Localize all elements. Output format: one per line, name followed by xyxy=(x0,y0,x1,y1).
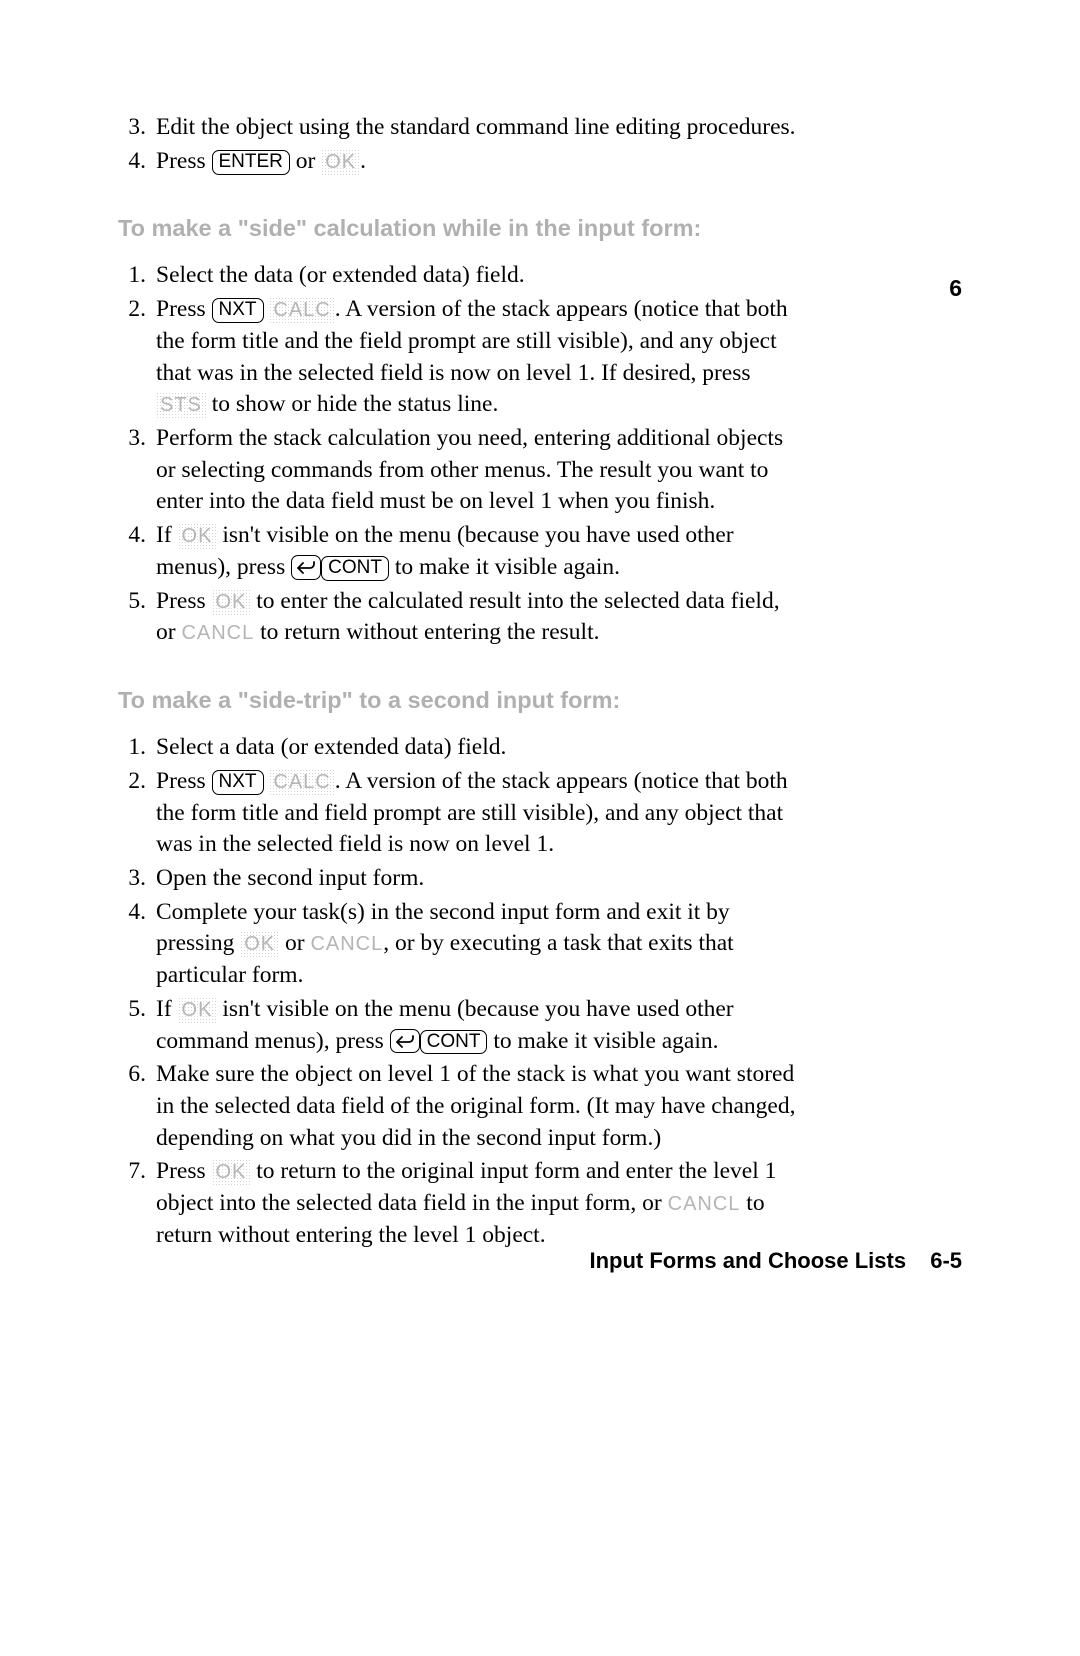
instruction-list-2: 1.Select a data (or extended data) field… xyxy=(118,732,962,1252)
list-item-body: Press NXT CALC. A version of the stack a… xyxy=(156,294,796,421)
list-item: 4.If OK isn't visible on the menu (becau… xyxy=(118,520,962,583)
list-item: 4.Press ENTER or OK. xyxy=(118,146,962,178)
chapter-number-margin: 6 xyxy=(949,275,962,302)
list-item-number: 5. xyxy=(118,994,156,1026)
list-item-number: 3. xyxy=(118,112,156,144)
softkey-ok: OK xyxy=(212,1159,251,1185)
enter-key: ENTER xyxy=(212,150,290,175)
softkey-ok: OK xyxy=(178,997,217,1023)
list-item-body: Select a data (or extended data) field. xyxy=(156,732,796,764)
list-item-body: Press NXT CALC. A version of the stack a… xyxy=(156,766,796,861)
list-item: 2.Press NXT CALC. A version of the stack… xyxy=(118,294,962,421)
list-item: 1.Select the data (or extended data) fie… xyxy=(118,260,962,292)
softkey-calc: CALC xyxy=(269,769,334,795)
footer-title: Input Forms and Choose Lists xyxy=(590,1248,907,1273)
list-item-number: 6. xyxy=(118,1059,156,1091)
list-item: 1.Select a data (or extended data) field… xyxy=(118,732,962,764)
list-item: 3.Open the second input form. xyxy=(118,863,962,895)
back-arrow-key-icon xyxy=(390,1029,420,1054)
section-heading: To make a "side" calculation while in th… xyxy=(118,215,962,242)
softkey-cancl: CANCL xyxy=(310,933,383,955)
list-item-body: Complete your task(s) in the second inpu… xyxy=(156,897,796,992)
list-item-number: 2. xyxy=(118,766,156,798)
back-arrow-key-icon xyxy=(291,555,321,580)
page-content: 6 3.Edit the object using the standard c… xyxy=(118,112,962,1242)
page-footer: Input Forms and Choose Lists 6-5 xyxy=(0,1248,1080,1274)
list-item-number: 4. xyxy=(118,146,156,178)
softkey-sts: STS xyxy=(156,392,206,418)
list-item-body: If OK isn't visible on the menu (because… xyxy=(156,994,796,1057)
softkey-calc: CALC xyxy=(269,297,334,323)
cont-key: CONT xyxy=(321,556,389,581)
list-item-body: If OK isn't visible on the menu (because… xyxy=(156,520,796,583)
list-item-body: Press ENTER or OK. xyxy=(156,146,796,178)
list-item-body: Press OK to enter the calculated result … xyxy=(156,586,796,649)
list-item: 3.Edit the object using the standard com… xyxy=(118,112,962,144)
softkey-ok: OK xyxy=(212,589,251,615)
list-item-body: Open the second input form. xyxy=(156,863,796,895)
list-item-number: 3. xyxy=(118,423,156,455)
softkey-cancl: CANCL xyxy=(668,1193,741,1215)
list-item-number: 4. xyxy=(118,897,156,929)
list-item-number: 4. xyxy=(118,520,156,552)
softkey-ok: OK xyxy=(178,523,217,549)
footer-page-number: 6-5 xyxy=(930,1248,962,1273)
list-item-number: 1. xyxy=(118,260,156,292)
list-item-number: 3. xyxy=(118,863,156,895)
list-item: 2.Press NXT CALC. A version of the stack… xyxy=(118,766,962,861)
list-item-body: Perform the stack calculation you need, … xyxy=(156,423,796,518)
list-item: 3.Perform the stack calculation you need… xyxy=(118,423,962,518)
softkey-ok: OK xyxy=(321,149,360,175)
list-item-body: Press OK to return to the original input… xyxy=(156,1156,796,1251)
softkey-cancl: CANCL xyxy=(181,622,254,644)
list-item-body: Select the data (or extended data) field… xyxy=(156,260,796,292)
list-item-body: Edit the object using the standard comma… xyxy=(156,112,796,144)
list-item-number: 1. xyxy=(118,732,156,764)
instruction-list-top: 3.Edit the object using the standard com… xyxy=(118,112,962,177)
list-item-number: 2. xyxy=(118,294,156,326)
nxt-key: NXT xyxy=(212,298,264,323)
list-item: 5.Press OK to enter the calculated resul… xyxy=(118,586,962,649)
list-item: 5.If OK isn't visible on the menu (becau… xyxy=(118,994,962,1057)
list-item-number: 5. xyxy=(118,586,156,618)
list-item-body: Make sure the object on level 1 of the s… xyxy=(156,1059,796,1154)
list-item: 4.Complete your task(s) in the second in… xyxy=(118,897,962,992)
list-item: 7.Press OK to return to the original inp… xyxy=(118,1156,962,1251)
softkey-ok: OK xyxy=(240,931,279,957)
cont-key: CONT xyxy=(420,1030,488,1055)
section-heading: To make a "side-trip" to a second input … xyxy=(118,687,962,714)
list-item-number: 7. xyxy=(118,1156,156,1188)
instruction-list-1: 1.Select the data (or extended data) fie… xyxy=(118,260,962,649)
list-item: 6.Make sure the object on level 1 of the… xyxy=(118,1059,962,1154)
nxt-key: NXT xyxy=(212,770,264,795)
